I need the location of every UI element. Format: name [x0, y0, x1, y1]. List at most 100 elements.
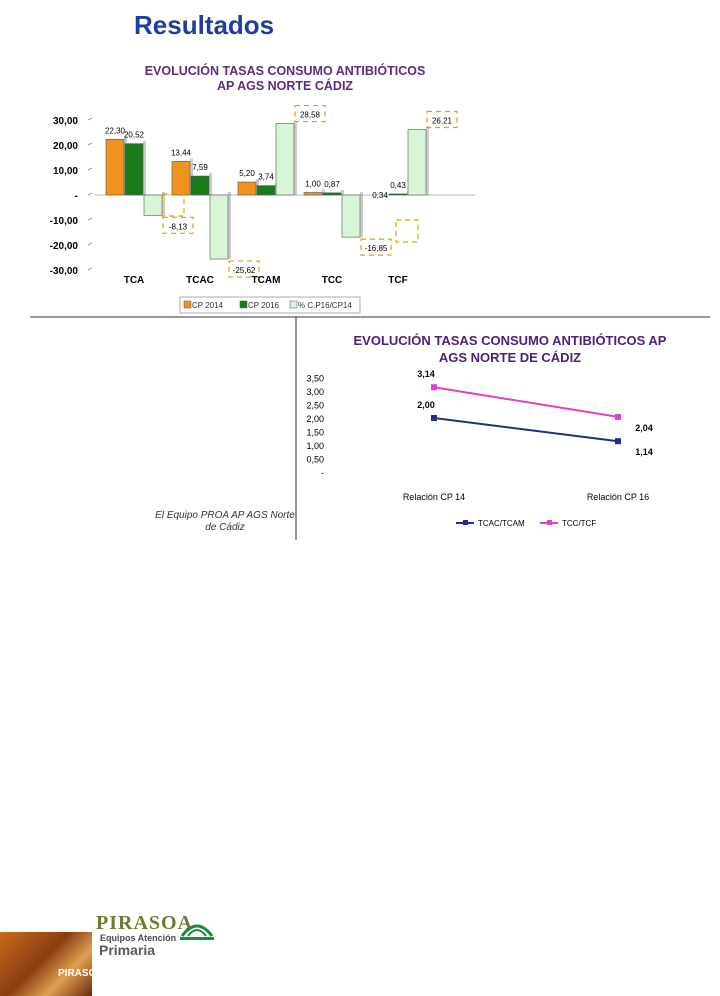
bar-ytick-mark: [87, 167, 93, 171]
bar-value-label: -16,85: [365, 244, 388, 253]
bar-label-box: [426, 110, 458, 129]
bar-cp2016: [388, 193, 408, 196]
line-legend-marker: [463, 520, 468, 525]
line-ytick-label: 2,50: [306, 401, 324, 411]
bar-ytick-mark: [87, 192, 93, 196]
line-category-label: Relación CP 16: [587, 492, 649, 502]
bar-shadow: [426, 126, 429, 195]
bar-ytick-label: 10,00: [53, 166, 78, 177]
bar-cp2014: [237, 181, 257, 196]
junta-emblem-icon: [180, 924, 214, 940]
line-point: [615, 413, 621, 420]
bar-ytick-mark: [87, 117, 93, 121]
bar-extra-label: 0,34: [372, 191, 388, 200]
bar-legend-box: [179, 296, 361, 314]
bar-ytick-label: -: [75, 191, 78, 202]
bar-category-label: TCAC: [186, 275, 214, 286]
legend-label: CP 2016: [248, 301, 280, 310]
legend-label: CP 2014: [192, 301, 224, 310]
bar-category-label: TCAM: [252, 275, 281, 286]
line-value-label: 2,04: [635, 423, 653, 433]
bar-shadow: [341, 189, 344, 195]
line-series-0: [433, 417, 619, 443]
bar-shadow: [294, 120, 297, 195]
bar-pct: [209, 194, 229, 260]
bar-pct: [341, 194, 361, 238]
bar-shadow: [143, 140, 146, 195]
bar-shadow: [322, 189, 325, 195]
bar-shadow: [228, 192, 231, 260]
bar-chart-title: EVOLUCIÓN TASAS CONSUMO ANTIBIÓTICOS AP …: [120, 64, 450, 94]
bar-cp2016: [124, 143, 144, 196]
bar-value-label: 5,20: [239, 169, 255, 178]
bar-ytick-label: -30,00: [50, 266, 79, 277]
bar-cp2016: [190, 175, 210, 196]
bar-ytick-mark: [87, 267, 93, 271]
bar-pct: [275, 123, 295, 196]
line-ytick-label: 1,00: [306, 441, 324, 451]
legend-swatch: [289, 300, 298, 309]
bar-shadow: [162, 192, 165, 216]
bar-label-box: [228, 260, 260, 278]
bar-ytick-label: 30,00: [53, 116, 78, 127]
bar-value-label: 28,58: [300, 111, 321, 120]
line-value-label: 2,00: [417, 400, 435, 410]
line-legend-label: TCC/TCF: [562, 519, 596, 528]
line-chart-title-line2: AGS NORTE DE CÁDIZ: [438, 350, 582, 365]
bar-label-box: [360, 238, 392, 256]
line-chart-title-line1: EVOLUCIÓN TASAS CONSUMO ANTIBIÓTICOS AP: [353, 333, 667, 348]
bar-pct: [143, 194, 163, 216]
legend-swatch: [183, 300, 192, 309]
bar-value-label: 3,74: [258, 173, 274, 182]
bar-ytick-mark: [87, 242, 93, 246]
line-value-label: 3,14: [417, 369, 435, 379]
bar-ytick-mark: [87, 217, 93, 221]
bar-value-label: 13,44: [171, 148, 192, 157]
bar-value-label: -8,13: [169, 222, 188, 231]
bar-label-box: [294, 104, 326, 123]
bar-value-label: 0,87: [324, 180, 340, 189]
bar-value-label: 0,43: [390, 181, 406, 190]
dashed-placeholder: [161, 193, 185, 217]
bar-shadow: [360, 192, 363, 238]
bar-cp2014: [105, 138, 125, 196]
bar-value-label: 7,59: [192, 163, 208, 172]
dashed-placeholder: [395, 219, 419, 243]
bar-chart-title-line2: AP AGS NORTE CÁDIZ: [216, 79, 354, 93]
bar-category-label: TCA: [124, 275, 145, 286]
bar-ytick-label: -20,00: [50, 241, 79, 252]
line-ytick-label: 3,00: [306, 387, 324, 397]
line-point: [431, 415, 437, 421]
line-point: [615, 438, 621, 445]
line-chart-title: EVOLUCIÓN TASAS CONSUMO ANTIBIÓTICOS AP …: [330, 332, 690, 366]
charts-canvas: 30,00 20,00 10,00 - -10,00 -20,00 -30,00 22,30 2…: [30, 104, 710, 540]
bar-value-label: 22,30: [105, 126, 126, 135]
bar-cp2016: [256, 185, 276, 196]
bar-value-label: 1,00: [305, 180, 321, 189]
legend-label: % C.P16/CP14: [298, 301, 352, 310]
line-ytick-label: 1,50: [306, 428, 324, 438]
bar-ytick-label: 20,00: [53, 141, 78, 152]
line-legend-marker: [547, 520, 552, 525]
footer-credit: El Equipo PROA AP AGS Norte de Cádiz: [155, 510, 295, 533]
bar-cp2014: [303, 192, 323, 196]
line-ytick-label: 0,50: [306, 455, 324, 465]
bar-category-label: TCF: [388, 275, 407, 286]
bar-cp2016: [322, 192, 342, 196]
bar-value-label: 26,21: [432, 116, 453, 125]
bar-label-box: [162, 216, 194, 234]
bar-value-label: -25,62: [233, 266, 256, 275]
bar-chart-title-line1: EVOLUCIÓN TASAS CONSUMO ANTIBIÓTICOS: [144, 64, 426, 78]
line-series-1: [433, 386, 619, 418]
brand-subtitle-2: Primaria: [99, 942, 156, 958]
line-ytick-label: 3,50: [306, 374, 324, 384]
bar-ytick-label: -10,00: [50, 216, 79, 227]
page-title: Resultados: [134, 10, 275, 40]
line-ytick-label: 2,00: [306, 414, 324, 424]
brand-name-small: PIRASOA: [58, 968, 104, 979]
bar-pct: [407, 129, 427, 196]
bar-cp2014: [171, 161, 191, 196]
legend-swatch: [239, 300, 248, 309]
bar-ytick-mark: [87, 142, 93, 146]
medicine-photo: [0, 932, 92, 996]
